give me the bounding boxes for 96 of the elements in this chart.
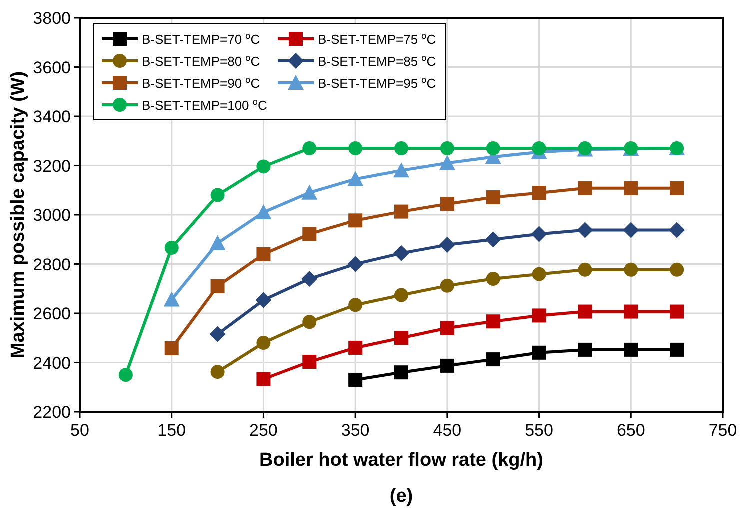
point: [348, 171, 364, 186]
point: [302, 142, 317, 156]
point: [623, 222, 640, 238]
point: [439, 237, 456, 254]
x-tick-label: 450: [433, 421, 462, 440]
point: [670, 304, 684, 319]
point: [164, 240, 179, 255]
legend-label: B-SET-TEMP=75 $^{o}$C: [318, 31, 436, 47]
point: [578, 304, 592, 319]
x-tick-label: 50: [70, 421, 90, 440]
point: [348, 340, 363, 355]
x-tick-label: 250: [250, 421, 278, 440]
point: [394, 288, 408, 302]
point: [302, 184, 318, 200]
legend-label: B-SET-TEMP=100 $^{o}$C: [142, 97, 268, 113]
point: [210, 365, 225, 380]
point: [302, 355, 317, 370]
point: [164, 292, 180, 307]
point: [486, 142, 500, 156]
point: [210, 279, 225, 294]
point: [348, 372, 363, 387]
text: (e): [390, 486, 414, 507]
point: [578, 342, 592, 357]
point: [256, 247, 271, 262]
x-tick-label: 350: [341, 421, 370, 440]
point: [302, 315, 317, 330]
point: [348, 298, 363, 312]
point: [486, 314, 500, 329]
point: [256, 336, 271, 350]
point: [486, 272, 500, 286]
point: [440, 321, 454, 336]
point: [669, 222, 686, 238]
point: [302, 227, 317, 242]
point: [578, 181, 592, 196]
point: [118, 368, 133, 382]
point: [394, 366, 408, 380]
point: [164, 341, 179, 356]
point: [348, 214, 363, 228]
point: [577, 222, 594, 238]
point: [256, 204, 272, 220]
point: [624, 181, 638, 196]
point: [624, 304, 638, 319]
x-axis-title: Boiler hot water flow rate (kg/h): [260, 450, 544, 471]
y-tick-label: 3200: [33, 156, 71, 176]
point: [440, 358, 454, 373]
point: [532, 346, 546, 360]
y-tick-label: 3800: [33, 9, 71, 28]
y-tick-label: 3600: [33, 58, 71, 78]
point: [440, 278, 454, 293]
point: [394, 162, 410, 178]
legend-label: B-SET-TEMP=90 $^{o}$C: [142, 75, 260, 91]
point: [486, 352, 500, 367]
point: [532, 267, 546, 282]
y-tick-label: 2600: [33, 304, 71, 324]
x-tick-label: 550: [525, 421, 554, 440]
point: [485, 232, 502, 248]
point: [532, 186, 546, 200]
point: [624, 342, 638, 357]
y-tick-label: 2400: [33, 354, 71, 373]
point: [670, 342, 684, 357]
y-tick-label: 2200: [33, 403, 71, 422]
legend-label: B-SET-TEMP=85 $^{o}$C: [318, 53, 436, 69]
point: [394, 245, 410, 262]
point: [670, 181, 684, 196]
point: [256, 292, 272, 308]
point: [440, 197, 454, 212]
point: [531, 226, 548, 242]
point: [578, 262, 592, 277]
point: [394, 331, 408, 346]
y-tick-label: 3000: [33, 206, 71, 225]
legend-label: B-SET-TEMP=80 $^{o}$C: [142, 53, 260, 69]
point: [348, 256, 364, 272]
point: [348, 142, 363, 156]
point: [210, 326, 226, 342]
point: [532, 308, 546, 323]
point: [624, 262, 638, 277]
y-axis-title: Maximum possible capacity (W): [8, 71, 29, 359]
point: [486, 190, 500, 205]
x-tick-label: 650: [616, 421, 646, 440]
point: [439, 155, 456, 170]
point: [256, 160, 271, 174]
x-tick-label: 150: [158, 421, 186, 440]
point: [394, 204, 408, 219]
y-tick-label: 2800: [33, 255, 71, 274]
point: [532, 142, 546, 156]
legend-label: B-SET-TEMP=95 $^{o}$C: [318, 75, 436, 91]
legend-label: B-SET-TEMP=70 $^{o}$C: [142, 31, 260, 47]
point: [302, 271, 318, 288]
y-tick-label: 3400: [33, 108, 71, 126]
point: [256, 372, 271, 386]
point: [670, 262, 684, 277]
point: [394, 142, 408, 156]
x-tick-label: 750: [708, 421, 738, 440]
point: [440, 142, 454, 156]
point: [210, 235, 226, 250]
point: [210, 188, 225, 202]
